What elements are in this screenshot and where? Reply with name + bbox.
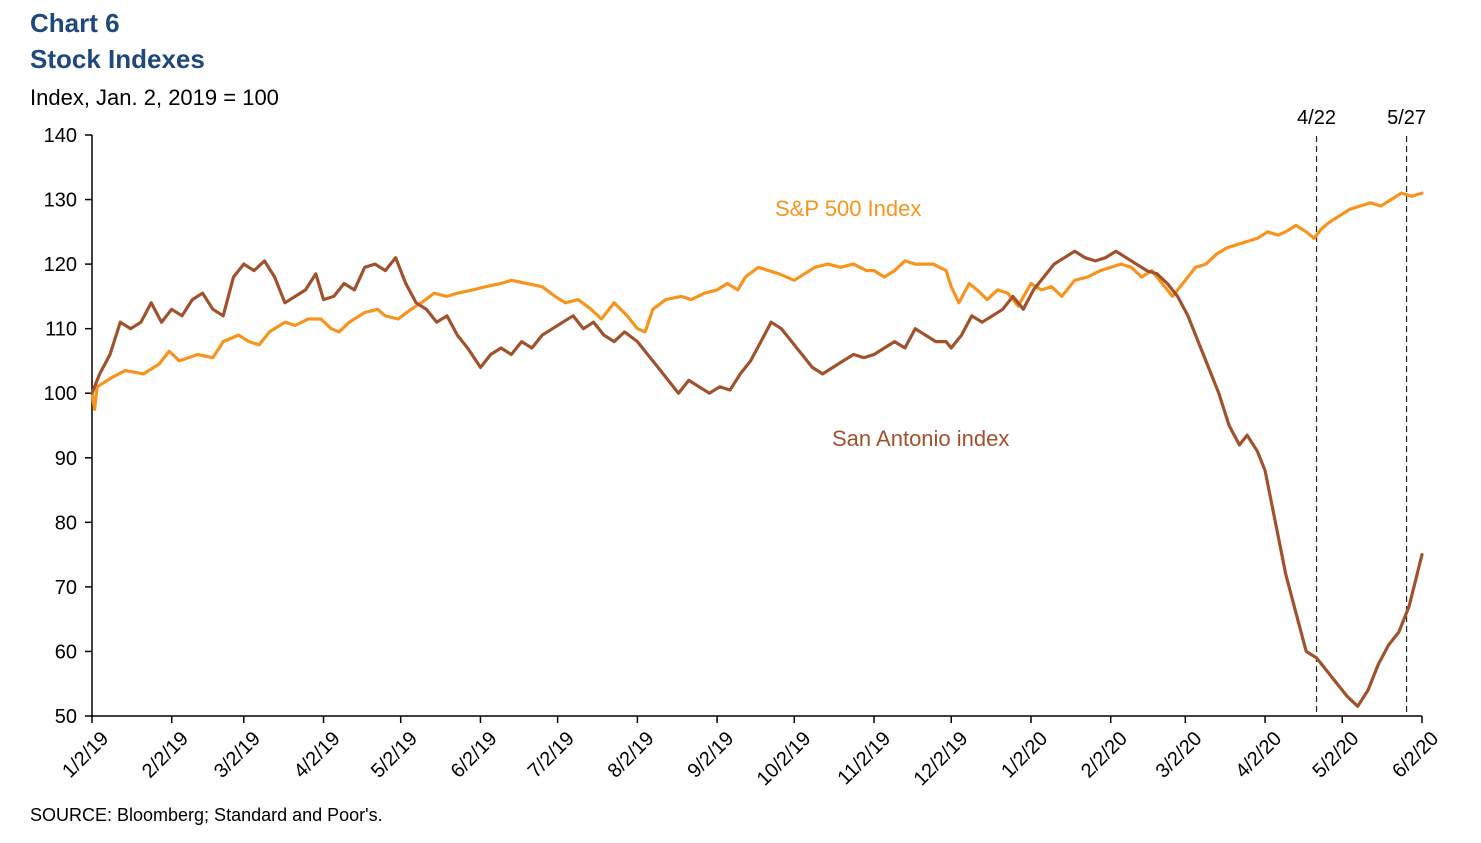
- x-tick-label: 5/2/19: [367, 728, 422, 783]
- y-tick-label: 100: [44, 383, 77, 405]
- y-axis-unit-label: Index, Jan. 2, 2019 = 100: [30, 85, 279, 110]
- y-tick-label: 130: [44, 190, 77, 212]
- x-tick-label: 5/2/20: [1309, 728, 1364, 783]
- y-tick-label: 60: [55, 641, 77, 663]
- y-tick-label: 80: [55, 512, 77, 534]
- x-tick-label: 3/2/20: [1152, 728, 1207, 783]
- y-tick-label: 120: [44, 254, 77, 276]
- x-tick-label: 11/2/19: [834, 728, 896, 790]
- y-tick-label: 50: [55, 706, 77, 728]
- series-lines: [90, 191, 1424, 708]
- y-tick-label: 70: [55, 577, 77, 599]
- x-tick-label: 9/2/19: [683, 728, 738, 783]
- axes: [85, 134, 1423, 723]
- x-tick-label: 12/2/19: [910, 728, 973, 791]
- source-note: SOURCE: Bloomberg; Standard and Poor's.: [30, 805, 383, 825]
- chart-number: Chart 6: [30, 8, 120, 38]
- annotation-label: 4/22: [1297, 107, 1336, 129]
- annotations: 4/22 5/27: [1297, 107, 1426, 716]
- x-tick-label: 6/2/19: [447, 728, 502, 783]
- tick-labels: 50 60 70 80 90 100 110 120 130 140 1/2/19 2/2/19 3/2…: [44, 125, 1444, 790]
- x-tick-label: 1/2/20: [997, 728, 1052, 783]
- x-tick-label: 10/2/19: [753, 728, 816, 791]
- chart-title: Stock Indexes: [30, 44, 205, 74]
- x-tick-label: 6/2/20: [1388, 728, 1443, 783]
- series-label-san-antonio: San Antonio index: [832, 426, 1009, 451]
- x-tick-label: 4/2/20: [1231, 728, 1286, 783]
- y-tick-label: 140: [44, 125, 77, 147]
- x-tick-label: 2/2/19: [138, 728, 193, 783]
- annotation-label: 5/27: [1387, 107, 1426, 129]
- series-line-san-antonio: [90, 249, 1424, 708]
- x-tick-label: 1/2/19: [58, 728, 113, 783]
- x-tick-label: 7/2/19: [524, 728, 579, 783]
- x-tick-label: 8/2/19: [604, 728, 659, 783]
- x-tick-label: 2/2/20: [1077, 728, 1132, 783]
- x-tick-label: 3/2/19: [210, 728, 265, 783]
- x-tick-label: 4/2/19: [290, 728, 345, 783]
- y-tick-label: 90: [55, 448, 77, 470]
- series-label-sp500: S&P 500 Index: [775, 196, 921, 221]
- y-tick-label: 110: [45, 319, 77, 341]
- series-labels: S&P 500 Index San Antonio index: [775, 196, 1009, 451]
- series-line-sp500: [90, 191, 1424, 411]
